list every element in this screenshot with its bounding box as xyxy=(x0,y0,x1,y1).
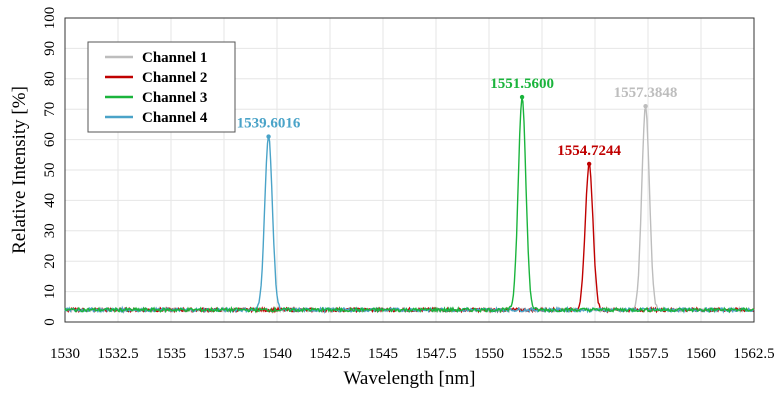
x-tick-label: 1537.5 xyxy=(203,346,244,362)
y-tick-label: 60 xyxy=(42,132,58,147)
y-tick-label: 0 xyxy=(42,318,58,326)
series-line-channel-1 xyxy=(64,105,755,314)
x-tick-label: 1547.5 xyxy=(415,346,456,362)
series-layer xyxy=(64,94,755,314)
y-tick-label: 20 xyxy=(42,254,58,269)
legend-label-channel-3: Channel 3 xyxy=(142,90,207,106)
series-line-channel-3 xyxy=(64,97,755,314)
y-tick-label: 30 xyxy=(42,223,58,238)
x-axis-ticks: 1530 1532.5 1535 1537.5 1540 1542.5 1545 1547.5… xyxy=(50,346,775,362)
x-axis-label: Wavelength [nm] xyxy=(344,368,476,389)
x-tick-label: 1535 xyxy=(156,346,186,362)
peak-marker-channel-4 xyxy=(266,134,271,139)
x-tick-label: 1552.5 xyxy=(521,346,562,362)
x-tick-label: 1542.5 xyxy=(309,346,350,362)
y-tick-label: 100 xyxy=(42,7,58,30)
peak-label-channel-4: 1539.6016 xyxy=(237,116,301,132)
legend-label-channel-2: Channel 2 xyxy=(142,70,207,86)
y-tick-label: 40 xyxy=(42,193,58,208)
y-tick-label: 70 xyxy=(42,102,58,117)
x-tick-label: 1555 xyxy=(580,346,610,362)
y-axis-label: Relative Intensity [%] xyxy=(9,86,30,254)
peak-labels: 1557.3848 1554.7244 1551.5600 1539.6016 xyxy=(237,76,678,159)
legend-label-channel-1: Channel 1 xyxy=(142,50,207,66)
peak-label-channel-3: 1551.5600 xyxy=(490,76,554,92)
peak-label-channel-2: 1554.7244 xyxy=(557,143,621,159)
x-tick-label: 1532.5 xyxy=(97,346,138,362)
y-axis-ticks: 0 10 20 30 40 50 60 70 80 90 100 xyxy=(42,7,58,326)
x-tick-label: 1540 xyxy=(262,346,292,362)
y-tick-label: 90 xyxy=(42,41,58,56)
x-tick-label: 1545 xyxy=(368,346,398,362)
y-tick-label: 50 xyxy=(42,163,58,178)
x-tick-label: 1530 xyxy=(50,346,80,362)
peak-label-channel-1: 1557.3848 xyxy=(614,85,678,101)
peak-marker-channel-2 xyxy=(586,161,592,167)
plot-area xyxy=(64,17,755,323)
y-tick-label: 80 xyxy=(42,71,58,86)
y-tick-label: 10 xyxy=(42,284,58,299)
legend: Channel 1 Channel 2 Channel 3 Channel 4 xyxy=(87,41,236,133)
x-tick-label: 1562.5 xyxy=(733,346,774,362)
x-tick-label: 1550 xyxy=(474,346,504,362)
peak-marker-channel-1 xyxy=(643,103,648,109)
legend-label-channel-4: Channel 4 xyxy=(142,110,208,126)
x-tick-label: 1560 xyxy=(686,346,716,362)
x-tick-label: 1557.5 xyxy=(627,346,668,362)
peak-marker-channel-3 xyxy=(519,94,525,100)
